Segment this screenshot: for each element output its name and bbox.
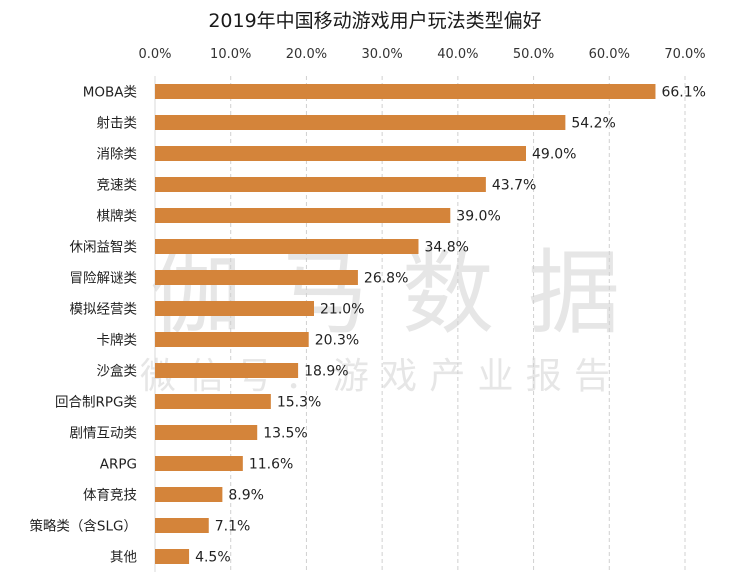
category-label: 竞速类 <box>97 177 138 194</box>
category-label: MOBA类 <box>83 85 137 101</box>
category-label: 消除类 <box>97 147 138 163</box>
value-labels: 66.1% 54.2% 49.0% 43.7% 39.0% 34.8% 26.8%21.0%… <box>195 85 706 566</box>
data-label: 21.0% <box>320 302 364 318</box>
data-label: 39.0% <box>456 209 500 225</box>
data-label: 26.8% <box>364 271 408 287</box>
data-label: 15.3% <box>277 395 321 411</box>
x-tick-label: 10.0% <box>210 47 251 62</box>
bar <box>155 518 209 533</box>
x-tick-label: 70.0% <box>664 47 705 62</box>
category-label: 策略类（含SLG） <box>29 518 137 535</box>
category-label: 射击类 <box>97 116 138 132</box>
data-label: 13.5% <box>263 426 307 442</box>
category-label: 棋牌类 <box>97 208 138 225</box>
bar <box>155 456 243 471</box>
bar <box>155 487 223 502</box>
bar <box>155 270 358 285</box>
category-label: 冒险解谜类 <box>70 271 138 287</box>
data-label: 4.5% <box>195 550 231 566</box>
data-label: 7.1% <box>215 519 251 535</box>
data-label: 54.2% <box>571 116 615 132</box>
watermark-brand: 伽马数据 <box>150 240 620 347</box>
data-label: 20.3% <box>315 333 359 349</box>
x-tick-label: 30.0% <box>361 47 402 62</box>
category-label: 剧情互动类 <box>70 426 138 442</box>
x-axis-ticks: 0.0% 10.0% 20.0% 30.0% 40.0% 50.0% 60.0% 70.0% <box>138 47 705 62</box>
data-label: 8.9% <box>228 488 264 504</box>
category-label: 卡牌类 <box>97 332 138 349</box>
category-label: ARPG <box>100 457 137 473</box>
bar <box>155 363 299 378</box>
category-label: 体育竞技 <box>83 487 137 504</box>
bar <box>155 239 419 254</box>
bar <box>155 425 258 440</box>
x-tick-label: 0.0% <box>138 47 171 62</box>
category-label: 模拟经营类 <box>70 302 138 318</box>
category-label: 休闲益智类 <box>70 240 138 256</box>
bar <box>155 208 451 223</box>
bar <box>155 177 486 192</box>
bar <box>155 549 190 564</box>
bar <box>155 301 314 316</box>
bar <box>155 84 656 99</box>
data-label: 11.6% <box>249 457 293 473</box>
chart-title: 2019年中国移动游戏用户玩法类型偏好 <box>208 10 542 32</box>
category-label: 沙盒类 <box>97 363 138 380</box>
bar <box>155 115 566 130</box>
bar <box>155 394 271 409</box>
x-tick-label: 60.0% <box>589 47 630 62</box>
x-tick-label: 50.0% <box>513 47 554 62</box>
data-label: 43.7% <box>492 178 536 194</box>
data-label: 34.8% <box>424 240 468 256</box>
category-label: 回合制RPG类 <box>55 395 137 411</box>
bars <box>155 84 656 564</box>
data-label: 18.9% <box>304 364 348 380</box>
bar <box>155 146 526 161</box>
bar <box>155 332 309 347</box>
x-tick-label: 40.0% <box>437 47 478 62</box>
category-label: 其他 <box>110 550 137 566</box>
x-tick-label: 20.0% <box>286 47 327 62</box>
category-labels: MOBA类射击类消除类竞速类棋牌类休闲益智类冒险解谜类模拟经营类卡牌类沙盒类回合… <box>29 85 137 566</box>
data-label: 66.1% <box>661 85 705 101</box>
data-label: 49.0% <box>532 147 576 163</box>
